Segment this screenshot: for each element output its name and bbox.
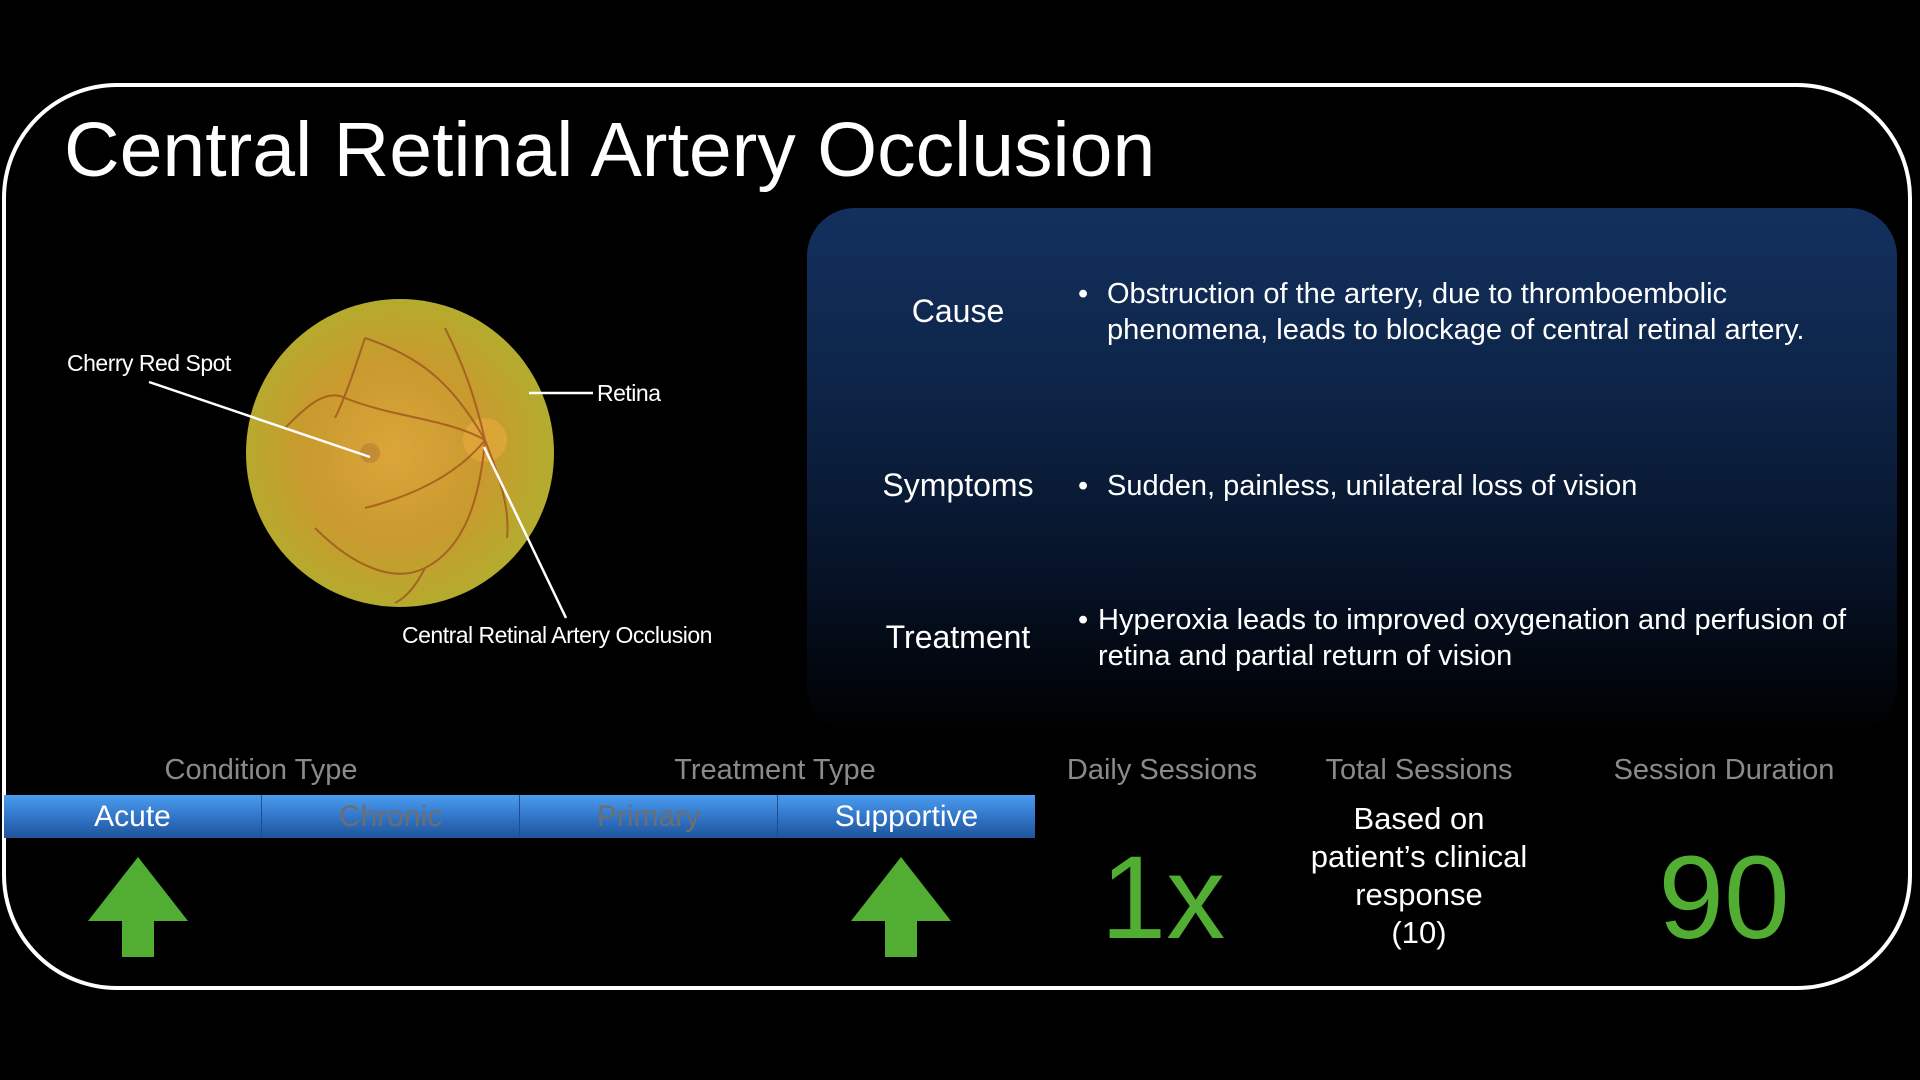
symptoms-label: Symptoms	[882, 467, 1034, 503]
fundus-illustration	[246, 299, 554, 607]
arrow-up-icon	[88, 857, 188, 957]
cherry-red-spot-label: Cherry Red Spot	[67, 350, 231, 376]
segment-acute[interactable]: Acute	[4, 795, 262, 838]
bullet-icon: •	[1078, 278, 1089, 310]
page-title: Central Retinal Artery Occlusion	[64, 107, 1156, 193]
session-duration-heading: Session Duration	[1613, 754, 1835, 786]
type-segmented-control: Acute Chronic Primary Supportive	[4, 795, 1035, 838]
total-sessions-value: Based on patient’s clinical response (10…	[1279, 800, 1559, 952]
info-panel	[807, 208, 1897, 735]
total-line: Based on	[1353, 801, 1485, 836]
segment-supportive[interactable]: Supportive	[834, 800, 979, 833]
cause-label: Cause	[911, 293, 1005, 329]
crao-label: Central Retinal Artery Occlusion	[402, 622, 712, 648]
treatment-bullet: • Hyperoxia leads to improved oxygenatio…	[1078, 604, 1847, 672]
session-duration-value: 90	[1658, 832, 1790, 964]
bullet-icon: •	[1078, 470, 1089, 502]
cause-bullet: • Obstruction of the artery, due to thro…	[1078, 278, 1805, 346]
segment-primary[interactable]: Primary	[520, 795, 778, 838]
segment-chronic[interactable]: Chronic	[262, 795, 520, 838]
total-line: response	[1355, 877, 1483, 912]
slide-frame	[2, 83, 1912, 990]
symptoms-bullet: • Sudden, painless, unilateral loss of v…	[1078, 470, 1638, 502]
treatment-label: Treatment	[885, 619, 1031, 655]
condition-type-heading: Condition Type	[164, 754, 358, 786]
total-line: patient’s clinical	[1310, 839, 1528, 874]
daily-sessions-value: 1x	[1100, 832, 1226, 964]
treatment-type-heading: Treatment Type	[674, 754, 876, 786]
bullet-icon: •	[1078, 604, 1089, 636]
daily-sessions-heading: Daily Sessions	[1066, 754, 1258, 786]
arrow-up-icon	[851, 857, 951, 957]
total-sessions-heading: Total Sessions	[1325, 754, 1513, 786]
retina-label: Retina	[597, 380, 661, 406]
total-line: (10)	[1391, 915, 1447, 950]
